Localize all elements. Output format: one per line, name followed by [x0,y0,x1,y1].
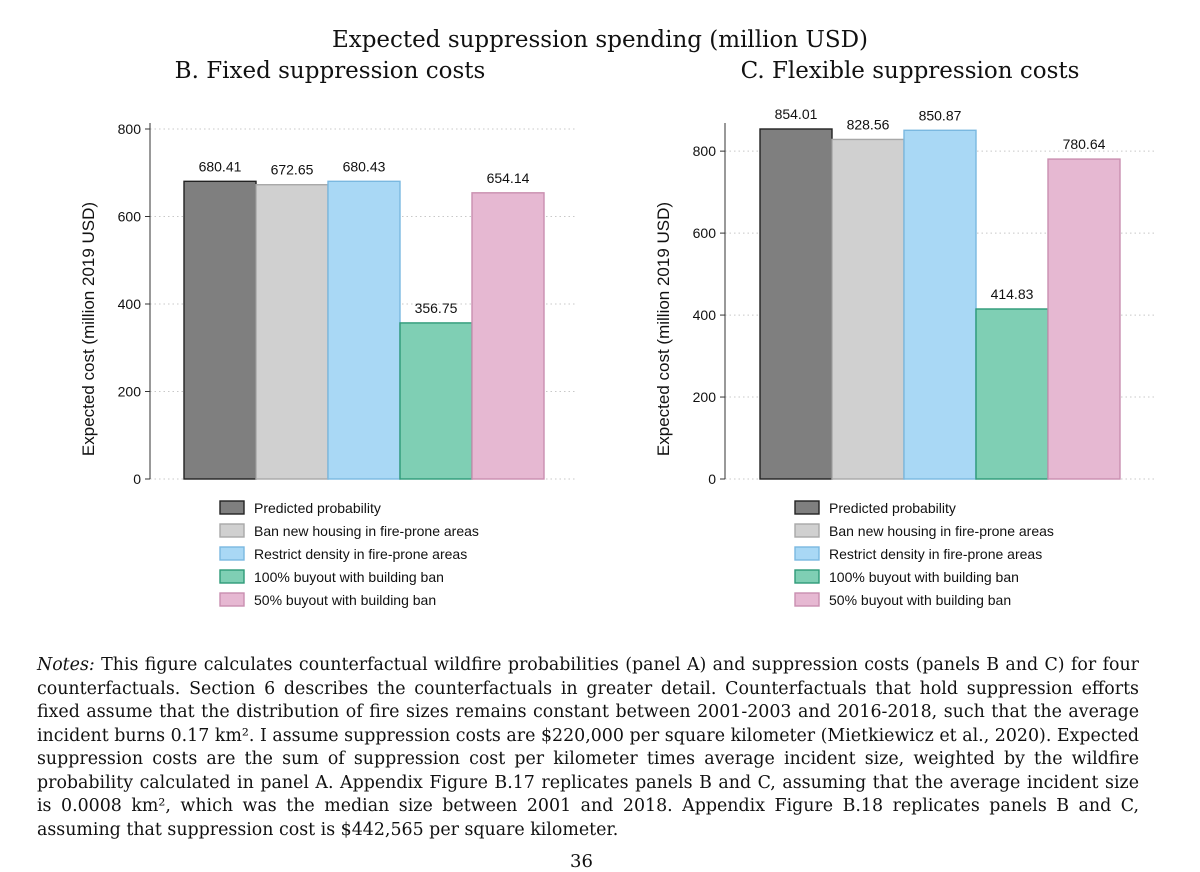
panel-b-tick-label: 0 [133,471,141,487]
panel-c-tick-label: 400 [693,307,717,323]
panel-c-legend-label-buyout-100: 100% buyout with building ban [829,569,1019,585]
panel-c-y-axis-label: Expected cost (million 2019 USD) [654,202,673,456]
panel-b-bar-label-buyout-100: 356.75 [415,300,458,316]
panel-c-legend-label-restrict-density: Restrict density in fire-prone areas [829,546,1042,562]
page-number: 36 [570,851,593,872]
panel-b-bar-ban-housing [255,184,329,480]
panel-b-legend-swatch-buyout-100 [219,569,245,584]
panel-b-tick-label: 800 [118,121,142,137]
panel-b-bar-label-predicted: 680.41 [199,158,242,174]
panel-c-tick-label: 600 [693,225,717,241]
panel-c-bar-label-ban-housing: 828.56 [847,116,890,132]
panel-c-bar-label-predicted: 854.01 [775,106,818,122]
panel-c-bar-label-buyout-100: 414.83 [991,286,1034,302]
panel-c-bar-label-restrict-density: 850.87 [919,107,962,123]
panel-c-bar-buyout-50 [1047,158,1121,480]
panel-c-legend-swatch-ban-housing [794,523,820,538]
panel-b-title: B. Fixed suppression costs [174,58,486,84]
panel-c-tick-label: 800 [693,143,717,159]
panel-b-legend-label-restrict-density: Restrict density in fire-prone areas [254,546,467,562]
panel-c-legend-label-buyout-50: 50% buyout with building ban [829,592,1011,608]
panel-c-bar-ban-housing [831,138,905,480]
figure-notes: Notes: This figure calculates counterfac… [37,654,1139,842]
panel-c-legend-swatch-predicted [794,500,820,515]
panel-b-bar-label-buyout-50: 654.14 [487,170,530,186]
panel-c-legend-swatch-restrict-density [794,546,820,561]
figure-title: Expected suppression spending (million U… [331,27,869,53]
panel-c-bar-predicted [759,128,833,480]
notes-label: Notes: [37,655,95,675]
panel-b-bar-restrict-density [327,180,401,480]
panel-c-tick-label: 0 [708,471,716,487]
panel-b-legend-label-buyout-50: 50% buyout with building ban [254,592,436,608]
panel-c-bar-buyout-100 [975,308,1049,480]
panel-b-legend-swatch-buyout-50 [219,592,245,607]
panel-c-legend-label-predicted: Predicted probability [829,500,956,516]
panel-c-legend-swatch-buyout-50 [794,592,820,607]
panel-b-legend-label-predicted: Predicted probability [254,500,381,516]
panel-c-bar-label-buyout-50: 780.64 [1063,136,1106,152]
panel-b-bar-buyout-100 [399,322,473,480]
panel-b-tick-label: 600 [118,209,142,225]
panel-b-bar-label-restrict-density: 680.43 [343,158,386,174]
panel-b-legend-label-ban-housing: Ban new housing in fire-prone areas [254,523,479,539]
panel-b-legend-swatch-restrict-density [219,546,245,561]
panel-b-legend-swatch-predicted [219,500,245,515]
panel-c-title: C. Flexible suppression costs [740,58,1080,84]
panel-c-legend-swatch-buyout-100 [794,569,820,584]
panel-b-legend-label-buyout-100: 100% buyout with building ban [254,569,444,585]
notes-text: This figure calculates counterfactual wi… [37,655,1139,840]
panel-c-legend-label-ban-housing: Ban new housing in fire-prone areas [829,523,1054,539]
panel-b-y-axis-label: Expected cost (million 2019 USD) [79,202,98,456]
panel-b-bar-predicted [183,180,257,480]
panel-b-bar-buyout-50 [471,192,545,480]
panel-b-tick-label: 400 [118,296,142,312]
panel-b-bar-label-ban-housing: 672.65 [271,162,314,178]
charts-canvas: 0 200 400 600 800 Expected cost (million 2019… [79,106,1155,608]
panel-b-tick-label: 200 [118,384,142,400]
panel-b-legend-swatch-ban-housing [219,523,245,538]
panel-c-tick-label: 200 [693,389,717,405]
panel-c-bar-restrict-density [903,129,977,480]
